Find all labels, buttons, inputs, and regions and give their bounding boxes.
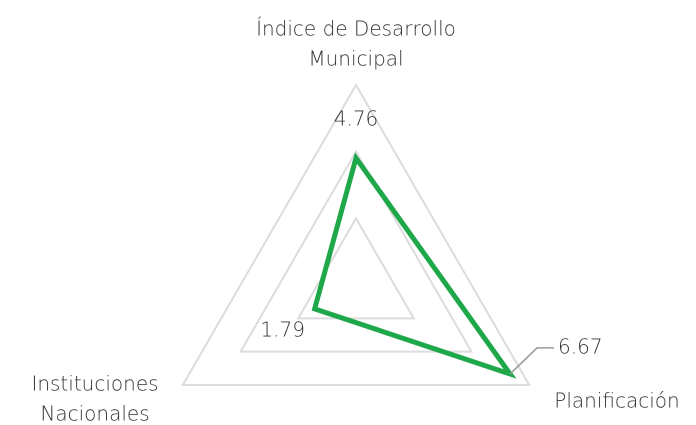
axis-label: Planificación [554,389,679,413]
grid-ring [181,82,531,386]
value-label: 4.76 [334,107,379,131]
axis-label: Instituciones [31,372,158,396]
series-area [311,152,517,379]
axis-label: Municipal [308,47,403,71]
axis-label: Índice de Desarrollo [256,17,456,41]
value-label: 1.79 [260,317,305,341]
grid-ring [238,149,474,353]
value-label: 6.67 [558,334,603,358]
leader-line [509,347,555,375]
axis-label: Nacionales [40,402,149,425]
